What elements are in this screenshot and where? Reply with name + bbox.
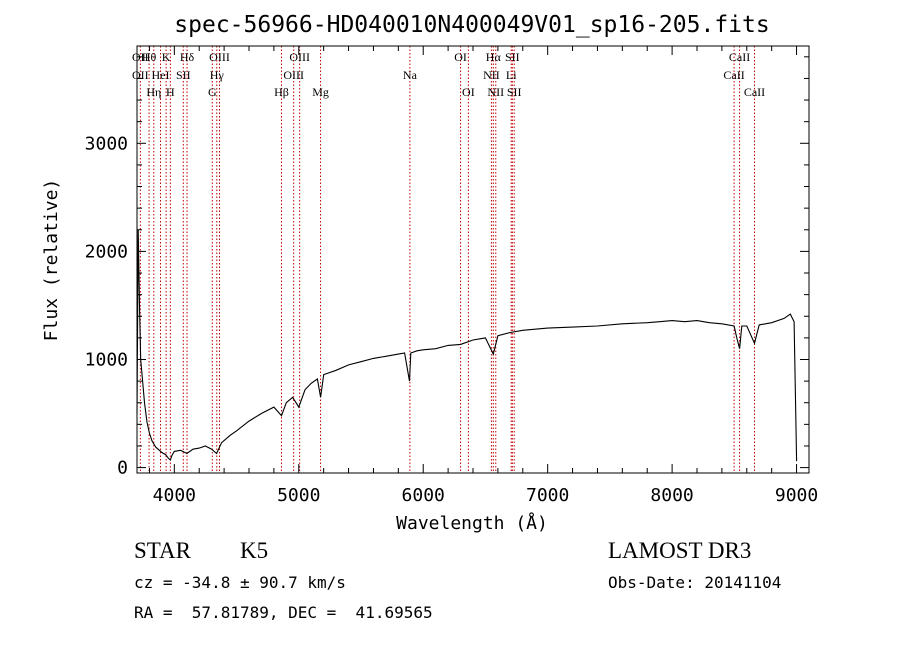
x-tick-label: 7000 <box>526 485 569 506</box>
spectral-subclass: K5 <box>240 538 269 563</box>
y-tick-label: 0 <box>117 458 128 479</box>
line-marker-label: OI <box>462 85 475 99</box>
line-marker-label: G <box>208 85 217 99</box>
obs-date: Obs-Date: 20141104 <box>608 573 782 592</box>
x-tick-label: 8000 <box>650 485 693 506</box>
line-marker-label: NII <box>483 68 500 82</box>
x-tick-label: 4000 <box>153 485 196 506</box>
object-class: STAR <box>134 538 191 563</box>
line-marker-label: CaII <box>723 68 744 82</box>
chart-title: spec-56966-HD040010N400049V01_sp16-205.f… <box>174 12 769 38</box>
line-marker-label: H <box>166 85 175 99</box>
line-marker-label: OI <box>454 50 467 64</box>
line-marker-label: Li <box>506 68 517 82</box>
line-marker-label: OIII <box>209 50 230 64</box>
line-marker-label: Na <box>403 68 418 82</box>
coordinates-readout: RA = 57.81789, DEC = 41.69565 <box>134 603 433 622</box>
line-marker-label: SII <box>505 50 520 64</box>
plot-frame <box>136 45 810 474</box>
x-tick-label: 9000 <box>775 485 818 506</box>
y-tick-label: 3000 <box>85 133 128 154</box>
y-tick-label: 2000 <box>85 241 128 262</box>
spectrum-line <box>136 229 798 462</box>
line-marker-label: OIII <box>289 50 310 64</box>
line-marker-label: Hδ <box>180 50 195 64</box>
x-tick-label: 5000 <box>277 485 320 506</box>
line-marker-label: SII <box>507 85 522 99</box>
line-marker-label: Hη <box>146 85 161 99</box>
x-axis-label: Wavelength (Å) <box>396 512 548 534</box>
line-marker-label: Hβ <box>274 85 289 99</box>
line-marker-label: Mg <box>312 85 329 99</box>
line-marker-label: OII <box>132 68 149 82</box>
y-axis-label: Flux (relative) <box>41 179 62 342</box>
line-marker-label: SII <box>176 68 191 82</box>
line-marker-label: NII <box>487 85 504 99</box>
line-marker-label: Hγ <box>210 68 225 82</box>
survey-name: LAMOST DR3 <box>608 538 752 563</box>
line-marker-label: K <box>162 50 171 64</box>
line-marker-label: CaII <box>729 50 750 64</box>
y-tick-label: 1000 <box>85 349 128 370</box>
x-tick-label: 6000 <box>402 485 445 506</box>
line-marker-label: Hα <box>486 50 502 64</box>
line-marker-label: OIII <box>283 68 304 82</box>
line-marker-label: HeI <box>152 68 170 82</box>
line-marker-label: CaII <box>744 85 765 99</box>
redshift-readout: cz = -34.8 ± 90.7 km/s <box>134 573 346 592</box>
line-marker-label: Hθ <box>142 50 157 64</box>
